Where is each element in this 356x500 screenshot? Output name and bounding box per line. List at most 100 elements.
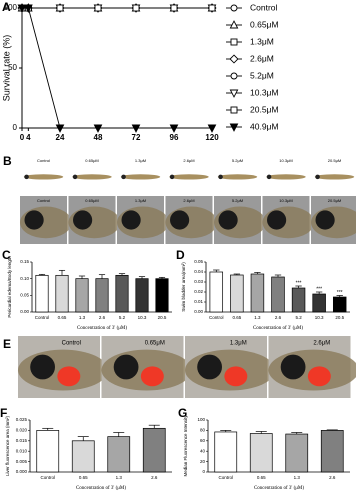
y-tick-label: 0.04	[194, 269, 203, 274]
fish-body	[169, 174, 209, 180]
legend-label: Control	[250, 2, 278, 12]
x-tick-label: 1.3	[79, 315, 86, 320]
fish-eye	[24, 210, 44, 230]
fish-body	[314, 174, 355, 180]
x-tick-label: 20.5	[335, 315, 344, 320]
x-tick-label: 5.2	[119, 315, 126, 320]
bar	[95, 278, 109, 313]
bar	[320, 430, 344, 473]
x-axis-label: Concentration of 3' (μM)	[253, 326, 303, 331]
x-tick-label: Control	[40, 475, 55, 480]
bar	[107, 436, 131, 473]
legend-marker	[230, 4, 238, 12]
fish-eye	[267, 210, 287, 230]
legend-label: 2.6μM	[250, 53, 274, 63]
x-tick-label: 0.65	[232, 315, 241, 320]
y-tick-label: 0	[202, 469, 205, 474]
x-tick-label: 1.3	[116, 475, 123, 480]
fluorescence	[57, 366, 81, 387]
fish-eye	[121, 174, 126, 180]
fluorescence	[224, 366, 248, 387]
x-tick-label: 0.65	[79, 475, 88, 480]
x-axis-label: Concentration of 3' (μM)	[254, 486, 304, 491]
significance-label: ***	[337, 290, 343, 296]
y-tick-label: 0.005	[16, 459, 28, 464]
fish-eye	[315, 210, 335, 230]
x-tick-label: 96	[170, 133, 179, 142]
x-tick-label: 10.3	[138, 315, 147, 320]
image-label: Control	[62, 341, 81, 347]
y-tick-label: 0.00	[194, 309, 203, 314]
image-label: 0.65μM	[85, 198, 98, 203]
x-tick-label: 0.65	[257, 475, 266, 480]
y-tick-label: 0.025	[16, 417, 28, 422]
y-tick-label: 0.000	[16, 469, 28, 474]
fluorescence	[140, 366, 164, 387]
y-axis-label: Pericardial edema/Body length	[7, 256, 12, 318]
panel-letter: C	[2, 248, 11, 262]
panel-letter: F	[0, 406, 7, 420]
y-tick-label: 0	[13, 123, 18, 132]
marker	[17, 4, 27, 13]
image-label: Control	[37, 198, 50, 203]
x-tick-label: 2.6	[275, 315, 282, 320]
legend-marker	[230, 106, 238, 114]
bar	[155, 278, 169, 313]
image-label: 0.65μM	[145, 341, 165, 347]
x-tick-label: 0.65	[58, 315, 67, 320]
legend-label: 5.2μM	[250, 70, 274, 80]
fish-eye	[266, 174, 272, 180]
legend-label: 0.65μM	[250, 19, 279, 29]
legend-label: 1.3μM	[250, 36, 274, 46]
panel-letter: A	[2, 0, 11, 14]
bar	[71, 440, 95, 473]
image-label: 5.2μM	[232, 158, 243, 163]
y-tick-label: 100	[4, 3, 18, 12]
legend-label: 40.9μM	[250, 121, 279, 131]
legend-label: 20.5μM	[250, 104, 279, 114]
fish-body	[23, 174, 64, 180]
y-tick-label: 0.01	[194, 299, 203, 304]
y-tick-label: 0.015	[16, 438, 28, 443]
y-tick-label: 0.15	[20, 259, 29, 264]
bar	[35, 274, 49, 313]
legend-marker	[229, 54, 239, 64]
fish-eye	[280, 354, 306, 380]
legend-label: 10.3μM	[250, 87, 279, 97]
fish-body	[120, 174, 161, 180]
x-axis-label: Concentration of 3' (μM)	[77, 326, 127, 331]
image-label: 2.6μM	[183, 158, 194, 163]
marker	[131, 124, 141, 133]
fish-body	[217, 174, 258, 180]
bar	[291, 287, 306, 313]
x-tick-label: 1.3	[254, 315, 261, 320]
series-line	[22, 7, 212, 129]
fish-eye	[170, 210, 190, 230]
panel-letter: D	[176, 248, 185, 262]
bar	[214, 431, 238, 473]
image-label: 2.6μM	[313, 341, 330, 347]
x-tick-label: 2.6	[151, 475, 158, 480]
panel-letter: G	[178, 406, 187, 420]
fluorescence	[307, 366, 331, 387]
image-label: 5.2μM	[232, 198, 243, 203]
x-tick-label: 4	[26, 133, 31, 142]
marker	[208, 4, 216, 12]
legend-marker	[229, 123, 239, 132]
legend-marker	[229, 89, 239, 98]
bar	[115, 274, 129, 313]
bar	[230, 274, 244, 313]
bar	[285, 433, 309, 473]
fish-eye	[73, 210, 93, 230]
y-tick-label: 0.10	[20, 276, 29, 281]
y-axis-label: Liver fluorescence area (mm²)	[5, 415, 10, 476]
image-label: 20.5μM	[328, 158, 341, 163]
x-tick-label: 1.3	[294, 475, 301, 480]
x-tick-label: 0	[20, 133, 25, 142]
y-tick-label: 50	[8, 63, 17, 72]
image-label: 0.65μM	[85, 158, 98, 163]
legend-marker	[230, 72, 238, 80]
marker	[56, 4, 64, 12]
fish-eye	[315, 174, 320, 180]
bar	[55, 274, 69, 313]
